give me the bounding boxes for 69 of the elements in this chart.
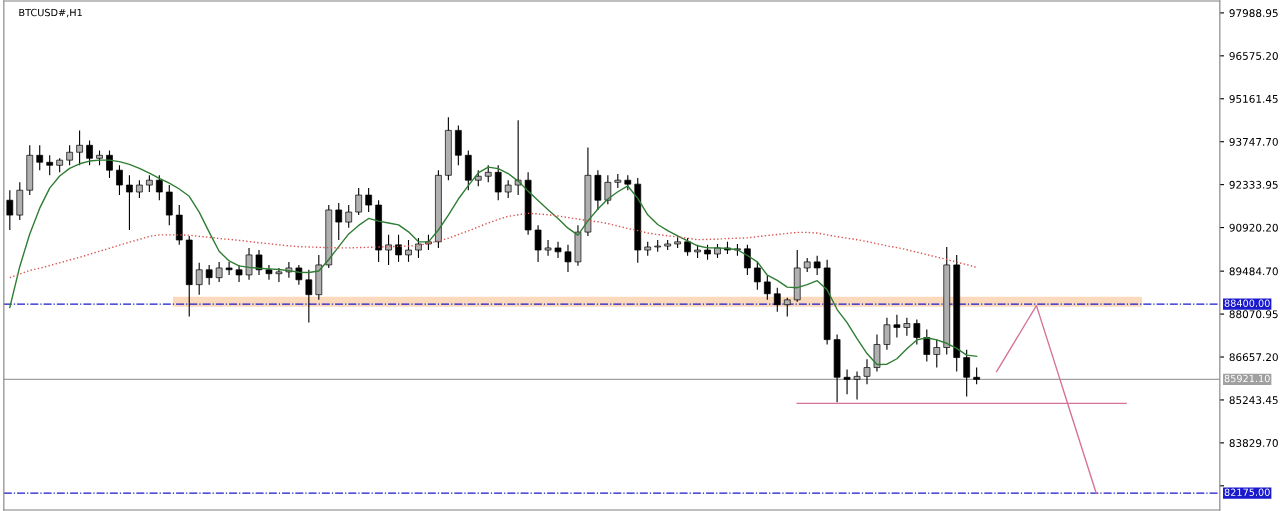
candlestick bbox=[754, 261, 761, 291]
candlestick bbox=[385, 234, 392, 266]
candlestick bbox=[913, 319, 921, 346]
candlestick bbox=[165, 184, 173, 226]
candlestick bbox=[66, 144, 73, 166]
candlestick bbox=[255, 249, 263, 276]
candlestick bbox=[275, 267, 283, 283]
y-tick-label: 89484.70 bbox=[1229, 267, 1278, 276]
candlestick bbox=[195, 262, 203, 296]
candlestick bbox=[245, 247, 253, 281]
y-tick-label: 86657.20 bbox=[1229, 353, 1278, 362]
candlestick bbox=[604, 174, 612, 205]
candlestick bbox=[335, 202, 343, 241]
candlestick bbox=[415, 237, 422, 259]
y-tick-label: 90920.20 bbox=[1229, 223, 1278, 232]
candlestick bbox=[813, 255, 821, 276]
y-tick-label: 92333.95 bbox=[1229, 180, 1278, 189]
candlestick bbox=[6, 189, 14, 231]
candlestick bbox=[534, 224, 542, 263]
candlestick bbox=[86, 139, 93, 166]
candlestick bbox=[843, 368, 851, 395]
candlestick bbox=[544, 239, 552, 257]
candlestick bbox=[783, 297, 791, 318]
candlestick bbox=[873, 333, 881, 373]
candlestick bbox=[933, 339, 941, 369]
candlestick bbox=[305, 269, 313, 324]
y-tick-label: 88070.95 bbox=[1229, 310, 1278, 319]
candlestick bbox=[116, 164, 123, 196]
y-tick-label: 83829.70 bbox=[1229, 439, 1278, 447]
candlestick bbox=[225, 261, 233, 276]
candlestick bbox=[295, 264, 303, 286]
candlestick bbox=[883, 317, 891, 351]
candlestick bbox=[564, 244, 572, 273]
candlestick bbox=[863, 358, 871, 385]
candlestick bbox=[514, 119, 522, 196]
candlestick bbox=[494, 164, 502, 201]
candlestick bbox=[155, 174, 163, 201]
candlestick bbox=[963, 349, 971, 397]
candlestick bbox=[355, 187, 363, 216]
candlestick bbox=[365, 187, 372, 213]
candlestick bbox=[405, 239, 412, 263]
line-series bbox=[9, 212, 978, 279]
candlestick bbox=[763, 275, 771, 301]
candlestick bbox=[265, 264, 273, 281]
candlestick bbox=[395, 234, 402, 263]
candlestick bbox=[853, 370, 861, 400]
candlestick bbox=[126, 174, 133, 231]
ref-line-label: 82175.00 bbox=[1224, 488, 1270, 496]
candlestick bbox=[76, 129, 83, 166]
y-tick-label: 95161.45 bbox=[1229, 94, 1278, 103]
candlestick bbox=[46, 154, 54, 176]
candlestick bbox=[903, 317, 911, 337]
candlestick bbox=[205, 264, 213, 286]
y-tick-label: 96575.20 bbox=[1229, 52, 1278, 60]
candlestick bbox=[36, 144, 44, 171]
candlestick bbox=[345, 204, 353, 229]
candlestick bbox=[554, 241, 562, 259]
ref-line-label: 88400.00 bbox=[1224, 299, 1270, 307]
ref-line-label: 85921.10 bbox=[1224, 374, 1270, 383]
candlestick bbox=[106, 149, 113, 179]
candlestick bbox=[744, 244, 751, 276]
y-tick-label: 93747.70 bbox=[1229, 137, 1278, 146]
y-tick-label: 97988.95 bbox=[1229, 9, 1278, 17]
y-tick-label: 85243.45 bbox=[1229, 396, 1278, 405]
candlestick bbox=[215, 261, 223, 283]
candlestick bbox=[773, 287, 781, 313]
candlestick bbox=[923, 329, 931, 363]
candlestick bbox=[893, 314, 901, 339]
text: BTCUSD#,H1 bbox=[19, 8, 82, 18]
